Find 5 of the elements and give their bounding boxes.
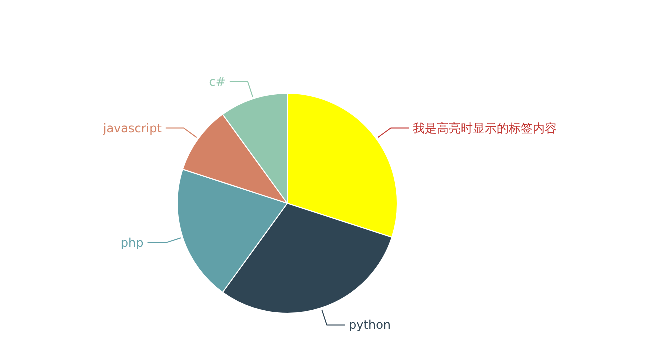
slice-label: c# (209, 74, 226, 89)
slice-label: python (349, 318, 392, 332)
slice-label: 我是高亮时显示的标签内容 (413, 121, 558, 136)
slice-label: php (120, 236, 144, 250)
slice-label: javascript (102, 121, 162, 136)
